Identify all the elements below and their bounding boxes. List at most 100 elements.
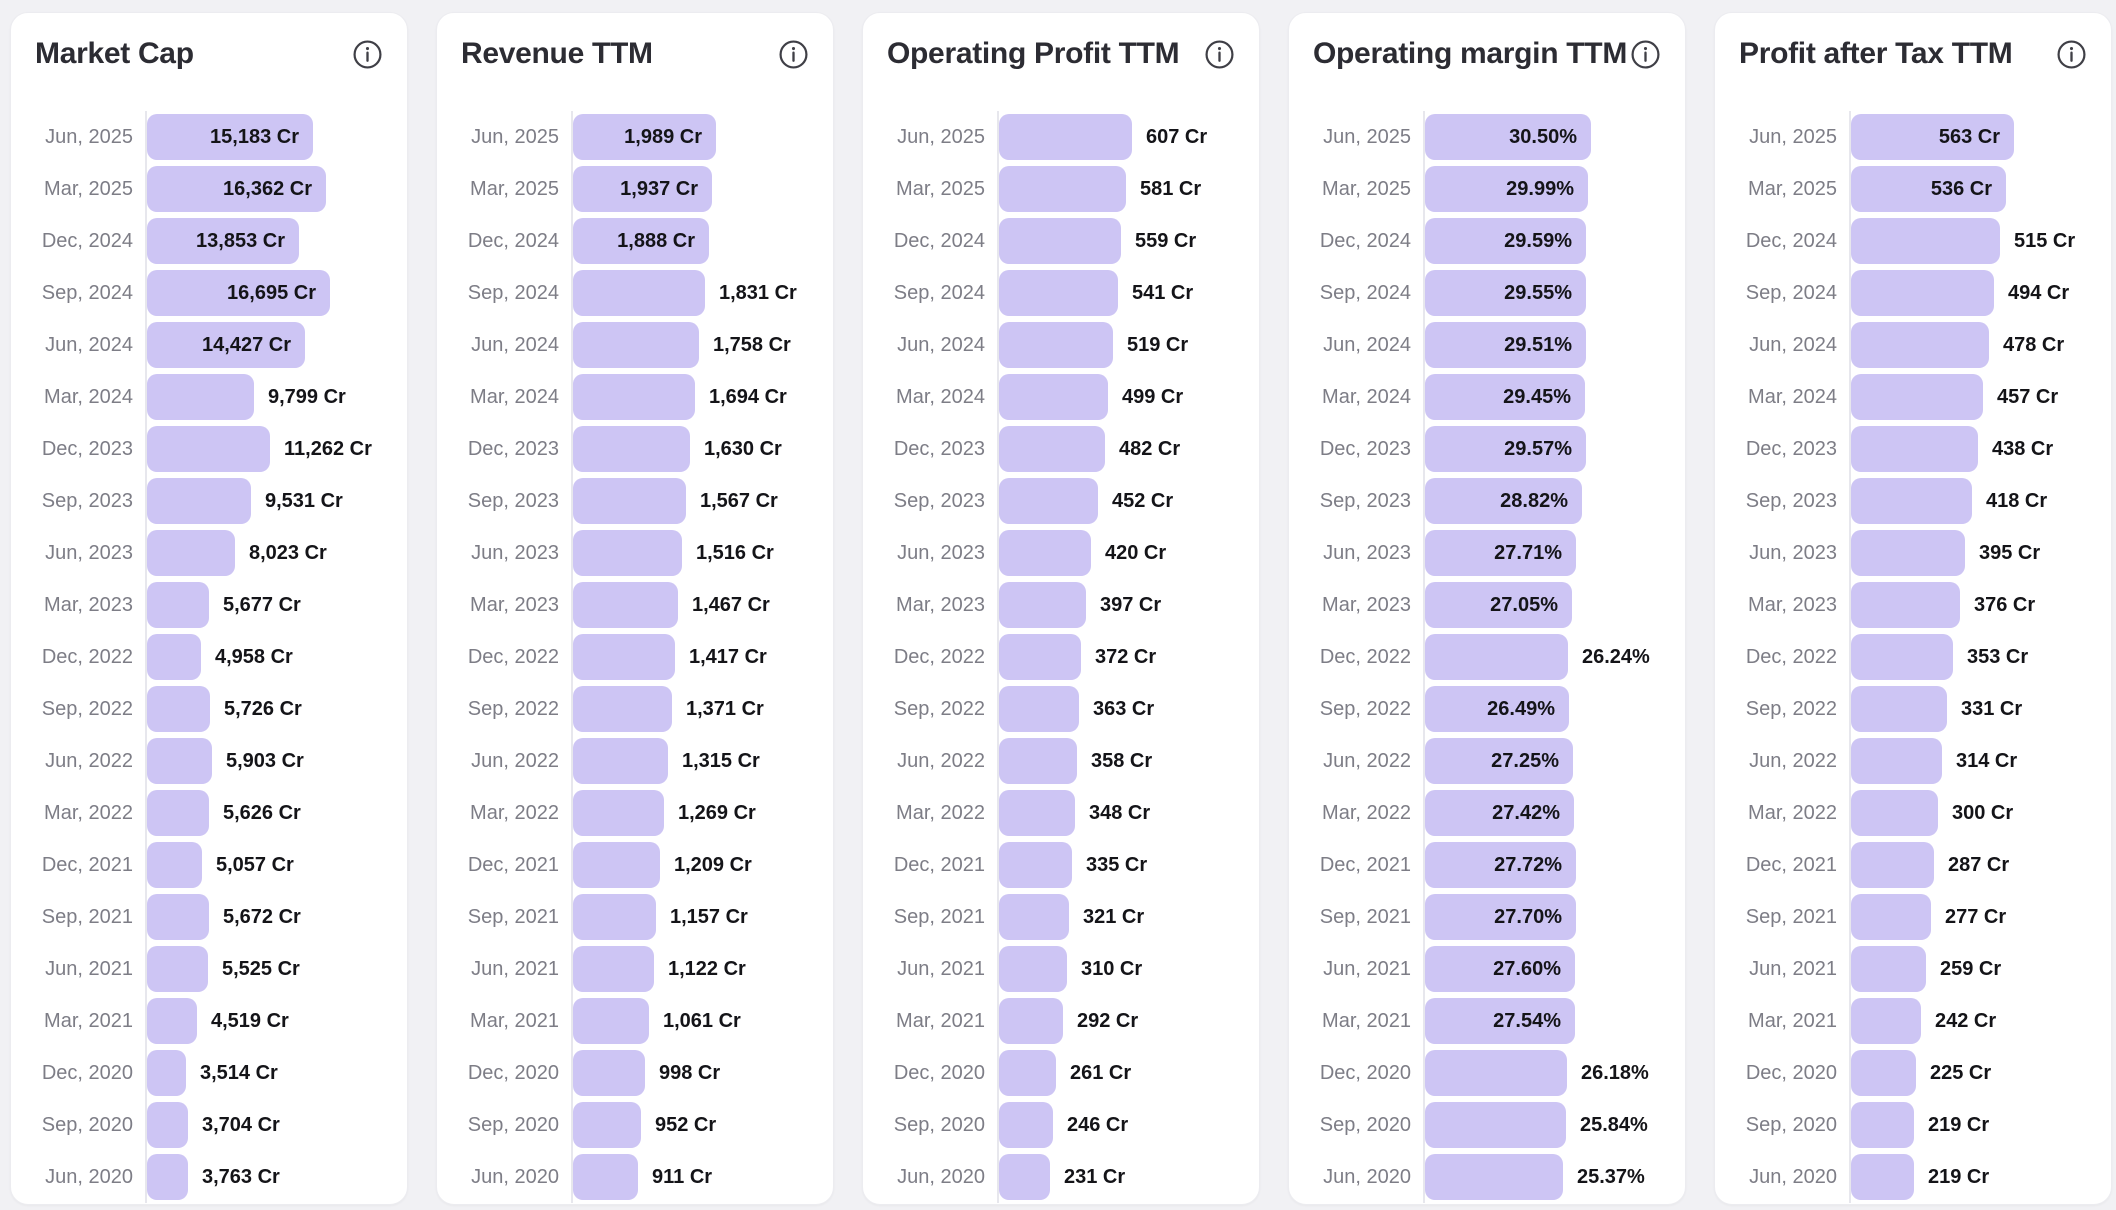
bar[interactable] <box>147 478 251 524</box>
bar[interactable] <box>999 374 1108 420</box>
bar[interactable] <box>1851 1050 1916 1096</box>
bar[interactable] <box>573 998 649 1044</box>
bar[interactable]: 1,937 Cr <box>573 166 712 212</box>
bar[interactable]: 30.50% <box>1425 114 1591 160</box>
bar[interactable] <box>999 686 1079 732</box>
bar[interactable] <box>1851 322 1989 368</box>
bar[interactable] <box>999 1050 1056 1096</box>
bar[interactable] <box>1851 530 1965 576</box>
bar[interactable] <box>1851 946 1926 992</box>
bar[interactable] <box>1851 790 1938 836</box>
bar[interactable] <box>147 842 202 888</box>
bar[interactable] <box>1851 842 1934 888</box>
bar[interactable]: 27.25% <box>1425 738 1573 784</box>
bar[interactable] <box>1851 738 1942 784</box>
bar[interactable] <box>1851 686 1947 732</box>
bar[interactable] <box>999 530 1091 576</box>
bar[interactable] <box>999 634 1081 680</box>
bar[interactable]: 28.82% <box>1425 478 1582 524</box>
bar[interactable] <box>573 842 660 888</box>
bar[interactable] <box>147 582 209 628</box>
bar[interactable]: 29.55% <box>1425 270 1586 316</box>
bar[interactable] <box>147 530 235 576</box>
bar[interactable] <box>1851 998 1921 1044</box>
bar[interactable] <box>573 738 668 784</box>
bar[interactable] <box>573 374 695 420</box>
bar[interactable] <box>147 738 212 784</box>
bar[interactable] <box>999 218 1121 264</box>
bar[interactable] <box>999 738 1077 784</box>
bar[interactable] <box>1851 218 2000 264</box>
bar[interactable]: 16,695 Cr <box>147 270 330 316</box>
bar[interactable] <box>1851 1102 1914 1148</box>
bar[interactable] <box>147 686 210 732</box>
bar[interactable] <box>147 790 209 836</box>
bar[interactable] <box>1425 1154 1563 1200</box>
bar[interactable] <box>1425 634 1568 680</box>
bar[interactable]: 1,989 Cr <box>573 114 716 160</box>
bar[interactable]: 563 Cr <box>1851 114 2014 160</box>
bar[interactable] <box>147 426 270 472</box>
bar[interactable] <box>999 894 1069 940</box>
bar[interactable]: 27.70% <box>1425 894 1576 940</box>
bar[interactable] <box>573 790 664 836</box>
bar[interactable] <box>147 634 201 680</box>
bar[interactable] <box>1851 374 1983 420</box>
bar[interactable] <box>1851 478 1972 524</box>
bar[interactable] <box>1851 634 1953 680</box>
bar[interactable]: 15,183 Cr <box>147 114 313 160</box>
bar[interactable] <box>573 1154 638 1200</box>
bar[interactable]: 29.59% <box>1425 218 1586 264</box>
bar[interactable]: 29.45% <box>1425 374 1585 420</box>
bar[interactable] <box>999 166 1126 212</box>
bar[interactable] <box>147 998 197 1044</box>
bar[interactable] <box>1425 1050 1567 1096</box>
bar[interactable] <box>999 998 1063 1044</box>
bar[interactable] <box>573 946 654 992</box>
bar[interactable]: 27.54% <box>1425 998 1575 1044</box>
bar[interactable]: 14,427 Cr <box>147 322 305 368</box>
bar[interactable]: 26.49% <box>1425 686 1569 732</box>
bar[interactable] <box>999 322 1113 368</box>
info-icon[interactable] <box>2056 39 2087 70</box>
bar[interactable] <box>999 114 1132 160</box>
bar[interactable]: 27.42% <box>1425 790 1574 836</box>
bar[interactable] <box>147 894 209 940</box>
bar[interactable] <box>573 530 682 576</box>
bar[interactable] <box>573 1050 645 1096</box>
bar[interactable] <box>573 894 656 940</box>
bar[interactable] <box>147 1154 188 1200</box>
bar[interactable]: 29.57% <box>1425 426 1586 472</box>
bar[interactable] <box>573 1102 641 1148</box>
bar[interactable] <box>147 1102 188 1148</box>
bar[interactable] <box>999 478 1098 524</box>
bar[interactable] <box>147 374 254 420</box>
bar[interactable] <box>573 478 686 524</box>
bar[interactable] <box>1851 426 1978 472</box>
bar[interactable] <box>999 790 1075 836</box>
bar[interactable]: 27.60% <box>1425 946 1575 992</box>
bar[interactable]: 27.71% <box>1425 530 1576 576</box>
bar[interactable] <box>147 946 208 992</box>
bar[interactable] <box>999 270 1118 316</box>
bar[interactable]: 16,362 Cr <box>147 166 326 212</box>
bar[interactable]: 27.05% <box>1425 582 1572 628</box>
bar[interactable] <box>1851 1154 1914 1200</box>
bar[interactable] <box>999 946 1067 992</box>
info-icon[interactable] <box>1630 39 1661 70</box>
bar[interactable]: 29.51% <box>1425 322 1586 368</box>
info-icon[interactable] <box>778 39 809 70</box>
bar[interactable] <box>573 426 690 472</box>
bar[interactable]: 13,853 Cr <box>147 218 299 264</box>
bar[interactable] <box>999 582 1086 628</box>
bar[interactable] <box>999 426 1105 472</box>
bar[interactable] <box>573 634 675 680</box>
bar[interactable] <box>1851 894 1931 940</box>
bar[interactable]: 29.99% <box>1425 166 1588 212</box>
info-icon[interactable] <box>352 39 383 70</box>
bar[interactable] <box>573 686 672 732</box>
bar[interactable] <box>573 322 699 368</box>
bar[interactable] <box>1851 270 1994 316</box>
bar[interactable] <box>999 1154 1050 1200</box>
bar[interactable]: 27.72% <box>1425 842 1576 888</box>
